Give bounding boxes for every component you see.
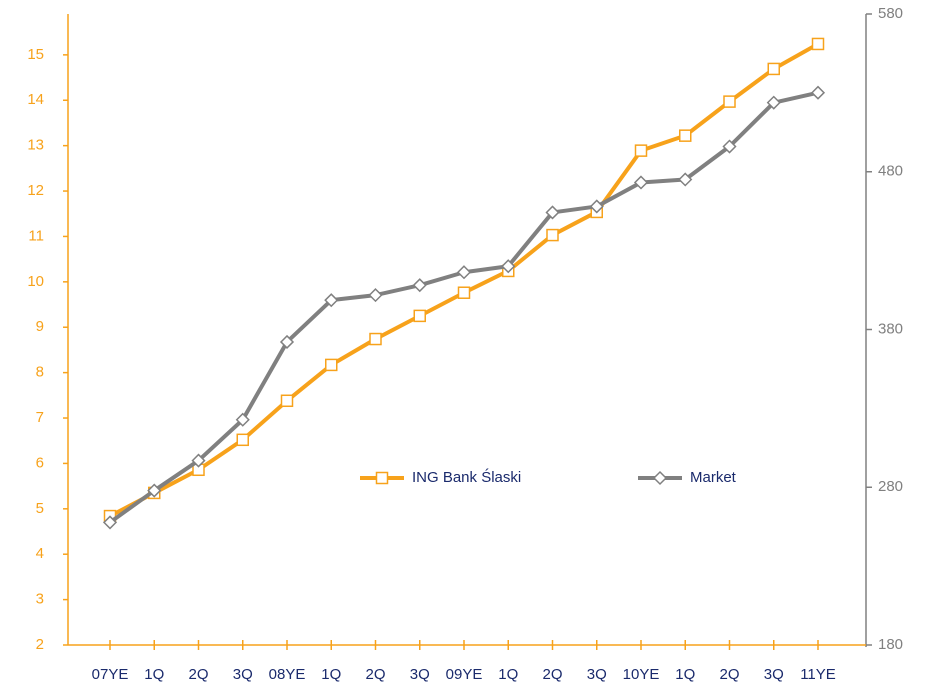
x-tick-label: 3Q xyxy=(587,666,607,683)
data-point xyxy=(412,278,427,293)
x-tick-label: 1Q xyxy=(144,666,164,683)
y-tick-label: 5 xyxy=(36,500,44,517)
data-point xyxy=(235,412,250,427)
x-tick-label: 09YE xyxy=(446,666,483,683)
x-tick-label: 10YE xyxy=(623,666,660,683)
y2-tick-label: 180 xyxy=(878,636,903,653)
x-tick-label: 08YE xyxy=(269,666,306,683)
x-tick-label: 2Q xyxy=(365,666,385,683)
data-point xyxy=(324,293,339,308)
data-point xyxy=(678,172,693,187)
data-point xyxy=(501,259,516,274)
y2-tick-label: 580 xyxy=(878,5,903,22)
legend-label: Market xyxy=(690,469,737,486)
y-tick-label: 11 xyxy=(28,227,44,244)
data-point xyxy=(634,144,648,157)
y-tick-label: 13 xyxy=(27,137,44,154)
data-point xyxy=(368,288,383,303)
x-tick-label: 1Q xyxy=(321,666,341,683)
y-tick-label: 9 xyxy=(36,318,44,335)
data-point xyxy=(766,95,781,110)
data-point xyxy=(147,483,162,498)
legend-marker xyxy=(375,471,389,485)
y-tick-label: 14 xyxy=(27,91,44,108)
y-tick-label: 10 xyxy=(27,273,44,290)
x-tick-label: 2Q xyxy=(188,666,208,683)
data-point xyxy=(633,175,649,190)
x-tick-label: 11YE xyxy=(800,666,836,683)
data-point xyxy=(279,334,295,350)
data-point xyxy=(811,37,825,51)
x-tick-label: 2Q xyxy=(542,666,562,683)
data-point xyxy=(722,139,737,154)
data-point xyxy=(280,394,294,408)
data-point xyxy=(191,453,206,468)
data-point xyxy=(546,228,559,242)
x-tick-label: 2Q xyxy=(719,666,739,683)
x-tick-label: 1Q xyxy=(498,666,518,683)
y-tick-label: 15 xyxy=(27,46,44,63)
data-point xyxy=(679,129,692,142)
x-tick-label: 3Q xyxy=(410,666,430,683)
data-point xyxy=(456,265,472,280)
data-point xyxy=(325,358,338,372)
y-tick-label: 4 xyxy=(36,545,44,562)
y2-tick-label: 380 xyxy=(878,320,903,337)
y-tick-label: 2 xyxy=(36,636,44,653)
y-tick-label: 8 xyxy=(36,364,44,381)
x-tick-label: 1Q xyxy=(675,666,695,683)
x-tick-label: 07YE xyxy=(92,666,129,683)
data-point xyxy=(589,199,604,214)
y-tick-label: 12 xyxy=(27,182,44,199)
data-point xyxy=(723,95,736,108)
y-tick-label: 6 xyxy=(36,454,44,471)
x-tick-label: 3Q xyxy=(233,666,253,683)
y2-tick-label: 280 xyxy=(878,478,903,495)
data-point xyxy=(810,85,826,100)
x-tick-label: 3Q xyxy=(764,666,784,683)
legend-label: ING Bank Ślaski xyxy=(412,468,521,486)
data-point xyxy=(457,286,471,299)
y2-tick-label: 480 xyxy=(878,163,903,180)
data-point xyxy=(413,309,426,323)
data-point xyxy=(767,62,780,76)
legend-marker xyxy=(652,470,668,486)
data-point xyxy=(102,515,118,530)
y-tick-label: 7 xyxy=(36,409,44,426)
data-point xyxy=(236,433,249,447)
data-point xyxy=(545,205,560,220)
y-tick-label: 3 xyxy=(36,591,44,608)
data-point xyxy=(369,332,382,346)
